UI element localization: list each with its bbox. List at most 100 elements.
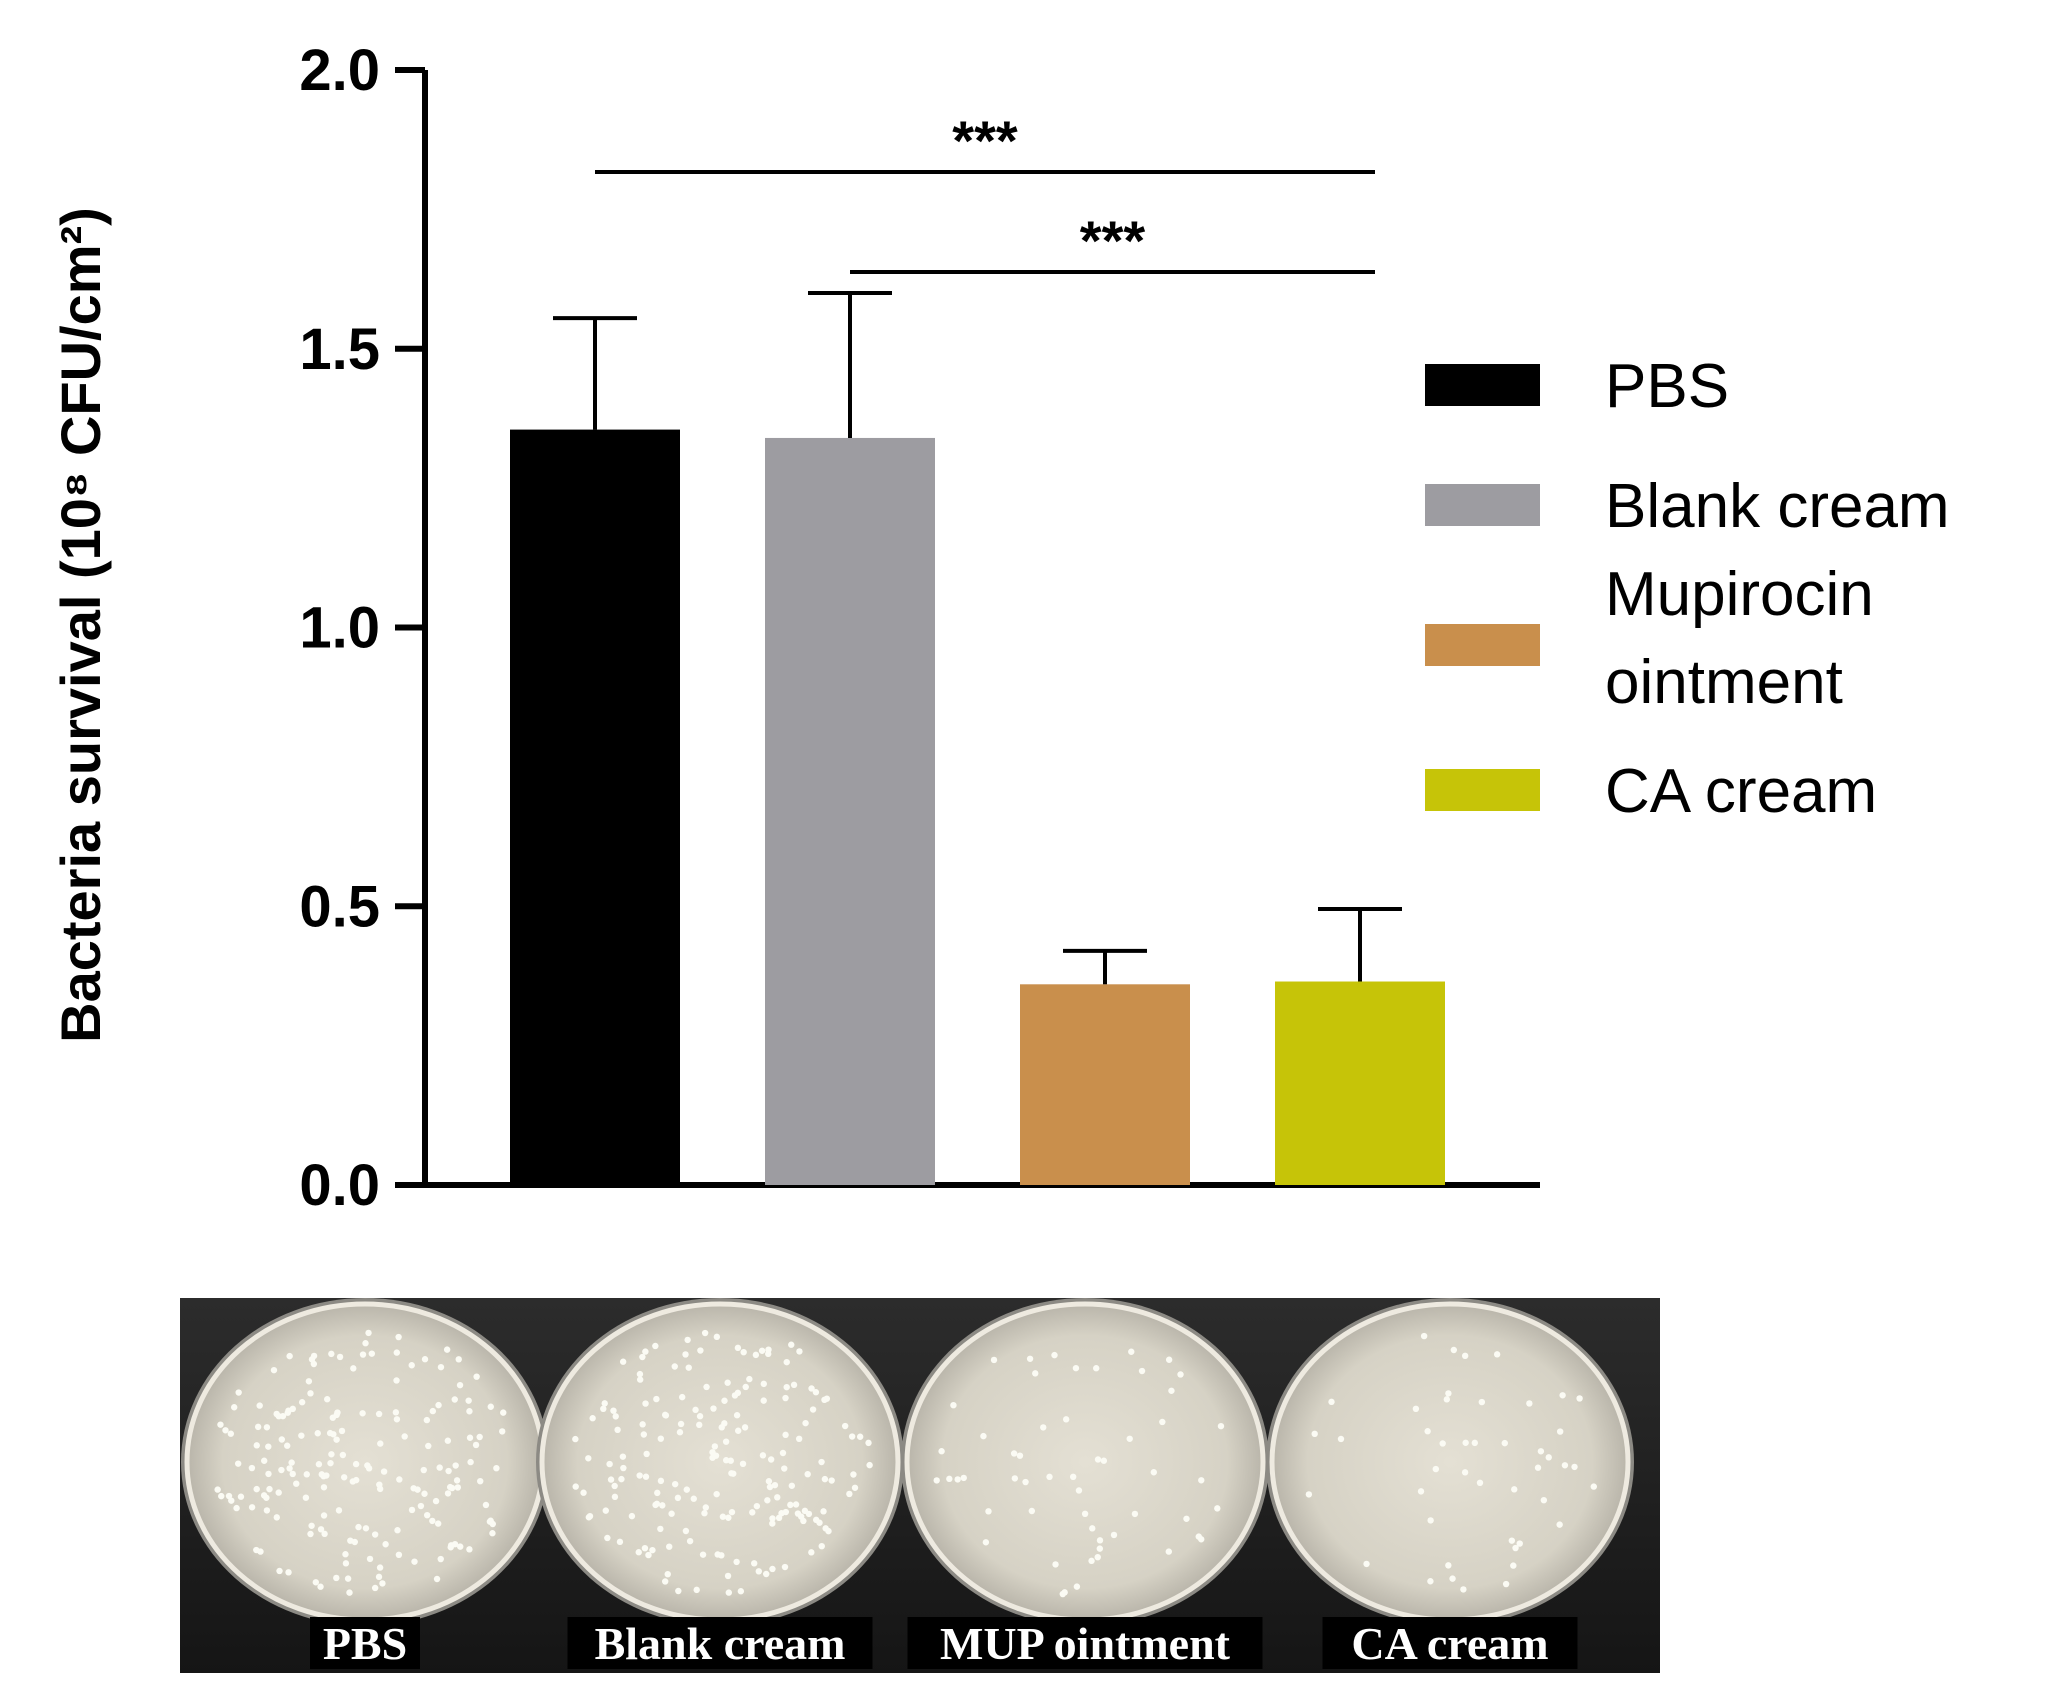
- colony: [298, 1432, 305, 1439]
- colony: [1460, 1586, 1467, 1593]
- colony: [452, 1462, 459, 1469]
- plate-label: PBS: [323, 1618, 407, 1669]
- colony: [746, 1375, 753, 1383]
- colony: [661, 1411, 669, 1419]
- legend-label: Blank cream: [1605, 472, 1950, 541]
- colony: [217, 1421, 224, 1428]
- colony: [960, 1474, 967, 1482]
- colony: [423, 1511, 431, 1519]
- colony: [589, 1415, 596, 1422]
- colony: [636, 1370, 644, 1378]
- colony: [432, 1497, 440, 1505]
- colony: [841, 1422, 849, 1430]
- colony: [395, 1551, 403, 1559]
- bars: [510, 429, 1445, 1185]
- colony: [335, 1507, 343, 1514]
- colony: [234, 1460, 242, 1467]
- colony: [1559, 1392, 1566, 1399]
- colony: [572, 1483, 579, 1490]
- colony: [476, 1433, 483, 1441]
- colony: [377, 1440, 384, 1447]
- colony: [1165, 1356, 1173, 1363]
- colony: [336, 1353, 344, 1361]
- colony: [1073, 1583, 1081, 1590]
- y-tick-label: 1.5: [299, 317, 380, 382]
- colony: [697, 1347, 704, 1354]
- colony: [812, 1389, 820, 1396]
- colony: [425, 1442, 432, 1450]
- plate-agar: [539, 1301, 901, 1623]
- colony: [453, 1477, 461, 1484]
- colony: [851, 1484, 859, 1491]
- colony: [472, 1441, 480, 1449]
- colony: [285, 1569, 292, 1576]
- colony: [1305, 1491, 1313, 1498]
- colony: [487, 1517, 494, 1524]
- colony: [1046, 1473, 1053, 1481]
- colony: [607, 1476, 615, 1483]
- colony: [1432, 1465, 1440, 1473]
- colony: [376, 1481, 383, 1488]
- colony: [787, 1501, 794, 1509]
- colony: [302, 1494, 310, 1501]
- colony: [408, 1506, 416, 1514]
- colony: [500, 1409, 507, 1416]
- colony: [1337, 1435, 1345, 1443]
- colony: [1217, 1422, 1225, 1430]
- colony: [328, 1350, 335, 1358]
- colony: [338, 1427, 346, 1435]
- colony: [320, 1473, 327, 1480]
- legend-swatch: [1425, 484, 1540, 526]
- legend-label: PBS: [1605, 352, 1729, 421]
- colony: [482, 1501, 490, 1509]
- colony: [805, 1510, 813, 1518]
- colony: [740, 1348, 747, 1356]
- colony: [362, 1525, 370, 1532]
- colony: [375, 1573, 383, 1581]
- colony: [489, 1530, 496, 1537]
- colony: [493, 1464, 500, 1472]
- colony: [865, 1439, 872, 1447]
- colony: [601, 1400, 608, 1407]
- colony: [1016, 1452, 1024, 1459]
- colony: [828, 1477, 835, 1484]
- colony: [423, 1416, 431, 1424]
- colony: [1450, 1346, 1458, 1354]
- colony: [1545, 1454, 1552, 1461]
- colony: [604, 1534, 611, 1542]
- colony: [466, 1546, 473, 1553]
- bar-blank-cream: [765, 437, 935, 1185]
- colony: [349, 1478, 357, 1485]
- colony: [1096, 1545, 1104, 1552]
- legend: PBS Blank cream Mupirocin ointment CA cream: [1425, 352, 1950, 826]
- colony: [753, 1502, 761, 1510]
- colony: [696, 1413, 704, 1420]
- colony: [866, 1461, 873, 1469]
- colony: [326, 1429, 334, 1437]
- colony: [763, 1570, 770, 1578]
- colony: [820, 1508, 827, 1515]
- colony: [816, 1519, 823, 1526]
- colony: [1075, 1487, 1083, 1494]
- colony: [1445, 1390, 1452, 1397]
- colony: [1328, 1398, 1335, 1406]
- colony: [451, 1396, 458, 1403]
- colony: [719, 1513, 727, 1520]
- colony: [742, 1383, 749, 1391]
- colony: [455, 1356, 462, 1363]
- colony: [795, 1435, 803, 1443]
- colony: [683, 1486, 690, 1493]
- colony: [982, 1539, 990, 1546]
- colony: [467, 1458, 474, 1466]
- colony: [437, 1555, 444, 1563]
- colony: [792, 1501, 800, 1508]
- significance-brackets: *** ***: [595, 109, 1375, 274]
- colony: [766, 1483, 774, 1491]
- colony: [642, 1400, 649, 1407]
- colony: [375, 1410, 383, 1418]
- colony: [733, 1558, 740, 1566]
- colony: [365, 1329, 372, 1337]
- colony: [1493, 1351, 1501, 1358]
- colony: [466, 1408, 473, 1415]
- colony: [339, 1451, 347, 1459]
